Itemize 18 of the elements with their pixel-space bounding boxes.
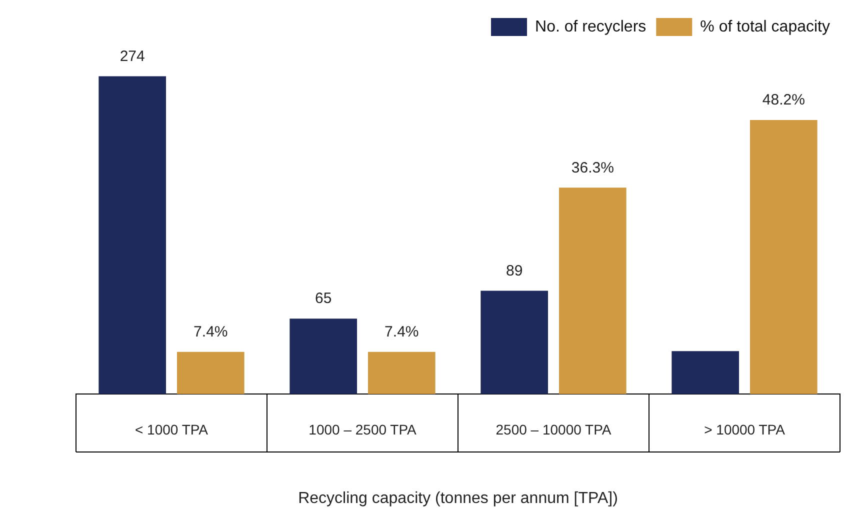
x-tick-label: 1000 – 2500 TPA [308,421,417,438]
data-label: 274 [120,48,145,65]
bar [672,351,740,394]
x-tick-label: < 1000 TPA [134,421,209,438]
bar [480,290,548,394]
x-tick-label: 2500 – 10000 TPA [496,421,612,438]
bar [98,76,166,394]
data-label: 7.4% [194,324,228,341]
x-tick-label: > 10000 TPA [704,421,786,438]
data-label: 48.2% [762,92,805,109]
x-axis-title: Recycling capacity (tonnes per annum [TPA]) [298,490,618,507]
data-label: 89 [506,262,523,280]
data-label: 7.4% [384,324,419,341]
data-label: 36.3% [571,159,614,176]
data-label: 65 [315,290,332,308]
bar [290,318,358,394]
legend-label: % of total capacity [700,18,830,36]
legend-label: No. of recyclers [535,18,646,36]
